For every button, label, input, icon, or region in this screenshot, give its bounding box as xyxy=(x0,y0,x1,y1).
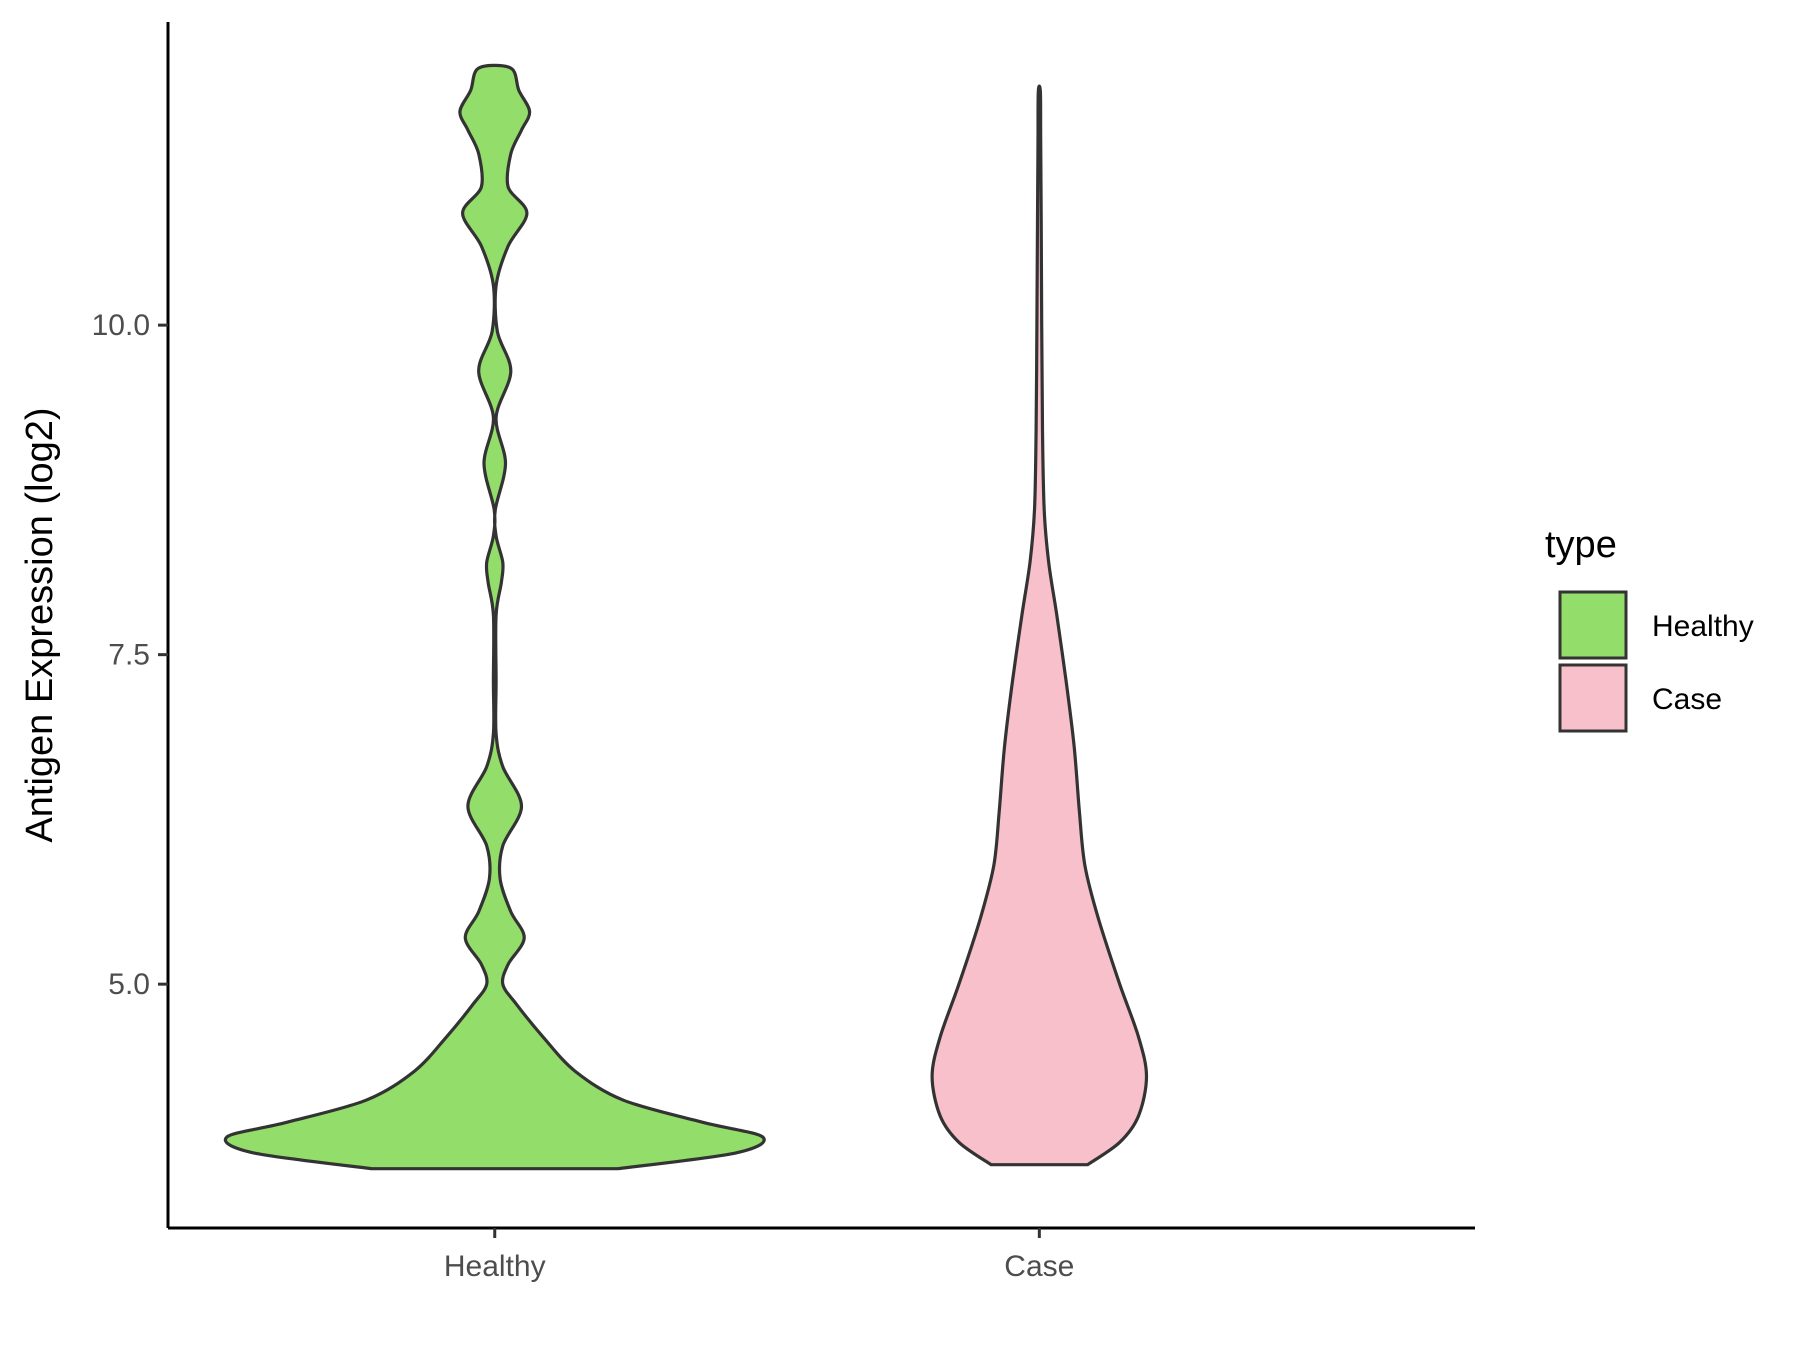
violin-healthy xyxy=(223,63,766,1171)
x-tick-label: Healthy xyxy=(444,1250,546,1283)
y-tick-label: 10.0 xyxy=(92,309,150,342)
x-tick-label: Case xyxy=(1004,1250,1074,1283)
violin-layer xyxy=(223,63,1149,1171)
legend-label-case: Case xyxy=(1652,683,1722,716)
y-axis-ticks: 5.0 7.5 10.0 xyxy=(92,309,168,1001)
y-axis-title: Antigen Expression (log2) xyxy=(19,407,61,842)
legend-label-healthy: Healthy xyxy=(1652,610,1754,643)
violin-case xyxy=(930,84,1149,1167)
legend: type Healthy Case xyxy=(1545,524,1754,733)
x-axis-ticks: Healthy Case xyxy=(444,1228,1074,1283)
legend-title: type xyxy=(1545,524,1617,566)
y-tick-label: 5.0 xyxy=(108,968,150,1001)
y-tick-label: 7.5 xyxy=(108,639,150,672)
legend-key-healthy xyxy=(1558,590,1628,660)
legend-key-case xyxy=(1558,663,1628,733)
legend-items: Healthy Case xyxy=(1558,590,1754,733)
